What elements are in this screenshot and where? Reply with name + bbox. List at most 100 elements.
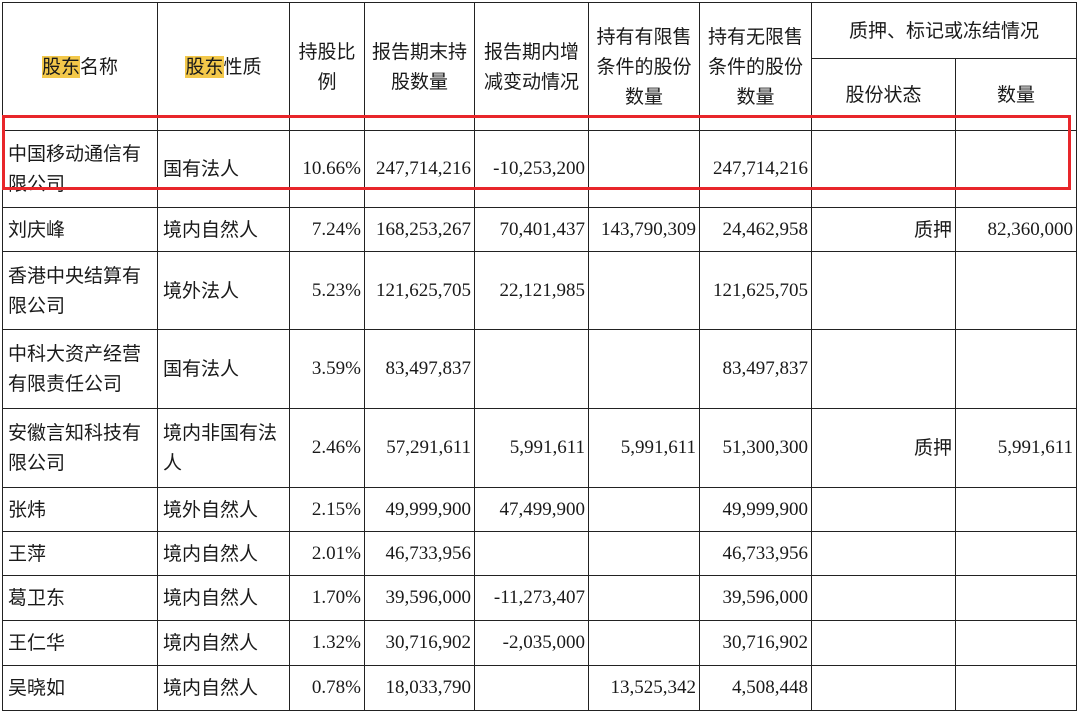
unrestricted-cell: 247,714,216 bbox=[699, 130, 812, 208]
shareholder-kind-cell: 境外法人 bbox=[157, 251, 290, 330]
ratio-cell: 1.32% bbox=[289, 620, 365, 666]
restricted-cell bbox=[588, 620, 700, 666]
change-cell: 22,121,985 bbox=[474, 251, 589, 330]
restricted-cell bbox=[588, 487, 700, 532]
header-held: 报告期末持股数量 bbox=[364, 2, 475, 131]
header-shareholder-kind: 股东性质 bbox=[157, 2, 290, 131]
header-shareholder-name: 股东名称 bbox=[2, 2, 158, 131]
pledge-qty-cell: 82,360,000 bbox=[954, 207, 1078, 252]
held-cell: 247,714,216 bbox=[364, 130, 475, 208]
shareholder-kind-cell: 境内自然人 bbox=[157, 665, 290, 711]
shareholder-kind-cell: 境内自然人 bbox=[157, 531, 290, 576]
table-row: 王仁华 境内自然人 1.32% 30,716,902 -2,035,000 30,716,… bbox=[2, 620, 1078, 666]
change-cell: 5,991,611 bbox=[474, 408, 589, 488]
held-cell: 39,596,000 bbox=[364, 575, 475, 621]
restricted-cell bbox=[588, 531, 700, 576]
pledge-qty-cell bbox=[954, 620, 1078, 666]
change-cell: -2,035,000 bbox=[474, 620, 589, 666]
change-cell: -10,253,200 bbox=[474, 130, 589, 208]
shareholder-kind-cell: 境内自然人 bbox=[157, 207, 290, 252]
pledge-qty-cell bbox=[954, 251, 1078, 330]
table-row: 中国移动通信有限公司 国有法人 10.66% 247,714,216 -10,253,2… bbox=[2, 130, 1078, 208]
ratio-cell: 5.23% bbox=[289, 251, 365, 330]
shareholder-kind-cell: 境外自然人 bbox=[157, 487, 290, 532]
restricted-cell: 5,991,611 bbox=[588, 408, 700, 488]
change-cell bbox=[474, 665, 589, 711]
change-cell: 70,401,437 bbox=[474, 207, 589, 252]
shareholder-kind-cell: 境内自然人 bbox=[157, 620, 290, 666]
restricted-cell bbox=[588, 251, 700, 330]
shareholder-name-cell: 张炜 bbox=[2, 487, 158, 532]
unrestricted-cell: 30,716,902 bbox=[699, 620, 812, 666]
unrestricted-cell: 4,508,448 bbox=[699, 665, 812, 711]
shareholder-kind-cell: 境内自然人 bbox=[157, 575, 290, 621]
pledge-qty-cell bbox=[954, 531, 1078, 576]
header-unrestricted: 持有无限售条件的股份数量 bbox=[699, 2, 812, 131]
change-cell: -11,273,407 bbox=[474, 575, 589, 621]
held-cell: 168,253,267 bbox=[364, 207, 475, 252]
pledge-state-cell bbox=[811, 251, 956, 330]
pledge-qty-cell bbox=[954, 130, 1078, 208]
shareholder-name-cell: 葛卫东 bbox=[2, 575, 158, 621]
ratio-cell: 1.70% bbox=[289, 575, 365, 621]
held-cell: 30,716,902 bbox=[364, 620, 475, 666]
pledge-state-cell bbox=[811, 329, 956, 409]
pledge-state-cell bbox=[811, 487, 956, 532]
restricted-cell bbox=[588, 329, 700, 409]
table-row: 中科大资产经营有限责任公司 国有法人 3.59% 83,497,837 83,497,8… bbox=[2, 329, 1078, 409]
shareholder-name-cell: 中国移动通信有限公司 bbox=[2, 130, 158, 208]
pledge-state-cell: 质押 bbox=[811, 207, 956, 252]
header-pledge-group: 质押、标记或冻结情况 bbox=[810, 2, 1078, 59]
held-cell: 49,999,900 bbox=[364, 487, 475, 532]
table-row: 香港中央结算有限公司 境外法人 5.23% 121,625,705 22,121,985… bbox=[2, 251, 1078, 330]
unrestricted-cell: 83,497,837 bbox=[699, 329, 812, 409]
shareholder-kind-cell: 境内非国有法人 bbox=[157, 408, 290, 488]
table-row: 安徽言知科技有限公司 境内非国有法人 2.46% 57,291,611 5,991,61… bbox=[2, 408, 1078, 488]
shareholder-kind-cell: 国有法人 bbox=[157, 130, 290, 208]
table-row: 葛卫东 境内自然人 1.70% 39,596,000 -11,273,407 39,596… bbox=[2, 575, 1078, 621]
pledge-state-cell bbox=[811, 575, 956, 621]
held-cell: 121,625,705 bbox=[364, 251, 475, 330]
pledge-qty-cell bbox=[954, 329, 1078, 409]
unrestricted-cell: 39,596,000 bbox=[699, 575, 812, 621]
pledge-state-cell bbox=[811, 620, 956, 666]
ratio-cell: 7.24% bbox=[289, 207, 365, 252]
unrestricted-cell: 51,300,300 bbox=[699, 408, 812, 488]
pledge-qty-cell bbox=[954, 487, 1078, 532]
shareholder-name-cell: 安徽言知科技有限公司 bbox=[2, 408, 158, 488]
pledge-qty-cell: 5,991,611 bbox=[954, 408, 1078, 488]
pledge-state-cell bbox=[811, 531, 956, 576]
shareholder-name-cell: 中科大资产经营有限责任公司 bbox=[2, 329, 158, 409]
pledge-state-cell bbox=[811, 130, 956, 208]
held-cell: 57,291,611 bbox=[364, 408, 475, 488]
shareholder-name-cell: 吴晓如 bbox=[2, 665, 158, 711]
pledge-state-cell: 质押 bbox=[811, 408, 956, 488]
shareholder-name-cell: 王仁华 bbox=[2, 620, 158, 666]
shareholder-kind-cell: 国有法人 bbox=[157, 329, 290, 409]
unrestricted-cell: 24,462,958 bbox=[699, 207, 812, 252]
header-pledge-qty: 数量 bbox=[954, 58, 1078, 131]
unrestricted-cell: 49,999,900 bbox=[699, 487, 812, 532]
pledge-state-cell bbox=[811, 665, 956, 711]
shareholder-name-cell: 香港中央结算有限公司 bbox=[2, 251, 158, 330]
ratio-cell: 10.66% bbox=[289, 130, 365, 208]
ratio-cell: 0.78% bbox=[289, 665, 365, 711]
table-row: 刘庆峰 境内自然人 7.24% 168,253,267 70,401,437 143,79… bbox=[2, 207, 1078, 252]
header-pledge-state: 股份状态 bbox=[811, 58, 956, 131]
restricted-cell bbox=[588, 575, 700, 621]
ratio-cell: 2.15% bbox=[289, 487, 365, 532]
ratio-cell: 2.46% bbox=[289, 408, 365, 488]
table-row: 吴晓如 境内自然人 0.78% 18,033,790 13,525,342 4,508,4… bbox=[2, 665, 1078, 711]
table-row: 张炜 境外自然人 2.15% 49,999,900 47,499,900 49,999,9… bbox=[2, 487, 1078, 532]
header-change: 报告期内增减变动情况 bbox=[474, 2, 589, 131]
unrestricted-cell: 46,733,956 bbox=[699, 531, 812, 576]
restricted-cell: 143,790,309 bbox=[588, 207, 700, 252]
table-row: 王萍 境内自然人 2.01% 46,733,956 46,733,956 bbox=[2, 531, 1078, 576]
held-cell: 46,733,956 bbox=[364, 531, 475, 576]
change-cell: 47,499,900 bbox=[474, 487, 589, 532]
change-cell bbox=[474, 531, 589, 576]
restricted-cell: 13,525,342 bbox=[588, 665, 700, 711]
header-restricted: 持有有限售条件的股份数量 bbox=[588, 2, 700, 131]
pledge-qty-cell bbox=[954, 575, 1078, 621]
